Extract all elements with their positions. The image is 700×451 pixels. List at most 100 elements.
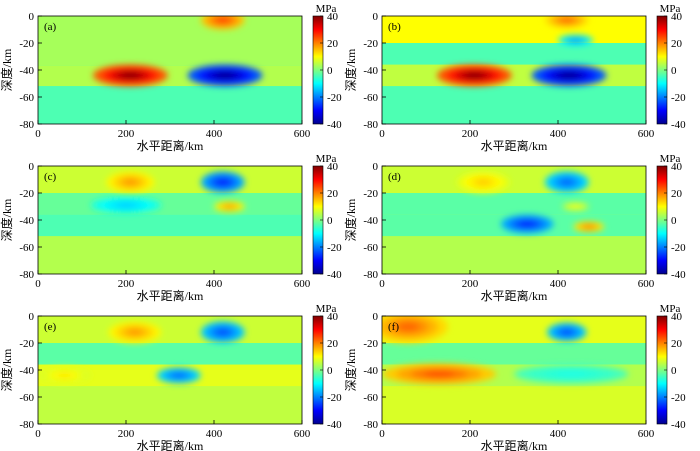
y-tick-label: 0	[29, 11, 35, 23]
colorbar-tick-label: 20	[327, 338, 339, 350]
colorbar-unit: MPa	[316, 153, 337, 165]
x-tick-label: 400	[206, 428, 223, 440]
colorbar-tick-label: -20	[327, 92, 342, 104]
x-tick-label: 400	[550, 278, 567, 290]
colorbar-tick-label: -20	[327, 242, 342, 254]
y-tick-label: 0	[373, 311, 379, 323]
tension-anomaly	[200, 321, 245, 344]
x-tick-label: 600	[294, 278, 311, 290]
x-axis-label: 水平距离/km	[481, 438, 548, 451]
x-tick-label: 200	[118, 428, 135, 440]
compression-anomaly	[200, 16, 245, 30]
x-axis-label: 水平距离/km	[481, 288, 548, 303]
crust-layer	[382, 43, 646, 65]
y-tick-label: -60	[19, 92, 34, 104]
compression-anomaly	[92, 64, 168, 87]
tension-anomaly	[547, 322, 587, 342]
x-tick-label: 600	[294, 128, 311, 140]
tension-anomaly	[156, 367, 201, 384]
colorbar-tick-label: 0	[671, 365, 677, 377]
crust-layer	[38, 86, 302, 124]
panel-e: 0-20-40-60-800 200 400 600水平距离/km深度/km(e)MP…	[0, 303, 342, 451]
y-tick-label: -80	[363, 269, 378, 281]
crust-layer	[38, 316, 302, 343]
colorbar-unit: MPa	[316, 3, 337, 15]
colorbar-tick-label: 40	[671, 161, 683, 173]
colorbar-tick-label: 40	[327, 11, 339, 23]
compression-anomaly	[456, 171, 510, 193]
compression-anomaly	[382, 316, 448, 343]
y-axis-label: 深度/km	[0, 198, 14, 241]
y-tick-label: 0	[29, 311, 35, 323]
compression-anomaly	[106, 171, 155, 193]
y-tick-label: -40	[19, 65, 34, 77]
crust-layer	[382, 64, 646, 87]
x-tick-label: 0	[35, 128, 41, 140]
stress-field	[382, 166, 646, 274]
panel-c: 0-20-40-60-800 200 400 600水平距离/km深度/km(c)MP…	[0, 153, 342, 303]
x-tick-label: 200	[462, 128, 479, 140]
y-tick-label: -60	[363, 242, 378, 254]
crust-layer	[382, 86, 646, 124]
crust-layer	[38, 386, 302, 424]
colorbar-tick-label: -20	[671, 392, 686, 404]
crust-layer	[382, 16, 646, 43]
crust-layer	[382, 236, 646, 274]
x-tick-label: 400	[550, 128, 567, 140]
colorbar-tick-label: 0	[327, 65, 333, 77]
x-tick-label: 0	[379, 428, 385, 440]
colorbar-tick-label: 0	[327, 215, 333, 227]
y-tick-label: 0	[29, 161, 35, 173]
compression-anomaly	[214, 201, 245, 212]
colorbar-tick-label: 40	[327, 311, 339, 323]
x-tick-label: 0	[379, 128, 385, 140]
y-tick-label: -20	[363, 338, 378, 350]
colorbar-tick-label: 20	[671, 38, 683, 50]
compression-anomaly	[573, 221, 605, 233]
stress-field	[38, 166, 302, 274]
crust-layer	[382, 343, 646, 365]
y-tick-label: -40	[363, 365, 378, 377]
colorbar-tick-label: 0	[327, 365, 333, 377]
colorbar-tick-label: -20	[671, 92, 686, 104]
crust-layer	[38, 16, 302, 66]
stress-field	[38, 16, 302, 124]
compression-anomaly	[437, 64, 512, 87]
x-tick-label: 0	[35, 278, 41, 290]
compression-anomaly	[382, 363, 497, 385]
compression-anomaly	[38, 367, 91, 384]
crust-layer	[38, 214, 302, 237]
panel-label: (b)	[388, 21, 401, 33]
crust-layer	[382, 193, 646, 215]
x-tick-label: 200	[462, 428, 479, 440]
y-tick-label: -20	[363, 188, 378, 200]
x-tick-label: 0	[379, 278, 385, 290]
y-tick-label: -20	[19, 38, 34, 50]
y-tick-label: -60	[19, 242, 34, 254]
compression-anomaly	[108, 321, 162, 344]
tension-anomaly	[187, 64, 263, 87]
x-tick-label: 200	[118, 128, 135, 140]
tension-anomaly	[514, 364, 629, 384]
colorbar-unit: MPa	[660, 153, 681, 165]
y-tick-label: -80	[19, 269, 34, 281]
colorbar-unit: MPa	[316, 303, 337, 315]
x-tick-label: 400	[206, 278, 223, 290]
colorbar-tick-label: -40	[671, 119, 686, 131]
y-axis-label: 深度/km	[343, 198, 358, 241]
tension-anomaly	[500, 214, 554, 234]
tension-anomaly	[558, 34, 594, 46]
colorbar-tick-label: -20	[327, 392, 342, 404]
panel-label: (c)	[44, 171, 57, 183]
crust-layer	[38, 236, 302, 274]
colorbar-tick-label: 20	[671, 338, 683, 350]
colorbar-tick-label: 40	[327, 161, 339, 173]
y-axis-label: 深度/km	[343, 48, 358, 91]
y-tick-label: -60	[19, 392, 34, 404]
y-tick-label: -40	[19, 215, 34, 227]
panel-b: 0-20-40-60-800 200 400 600水平距离/km深度/km(b)MP…	[343, 3, 686, 153]
y-tick-label: -20	[19, 188, 34, 200]
x-tick-label: 600	[294, 428, 311, 440]
x-axis-label: 水平距离/km	[137, 288, 204, 303]
tension-anomaly	[200, 171, 245, 193]
